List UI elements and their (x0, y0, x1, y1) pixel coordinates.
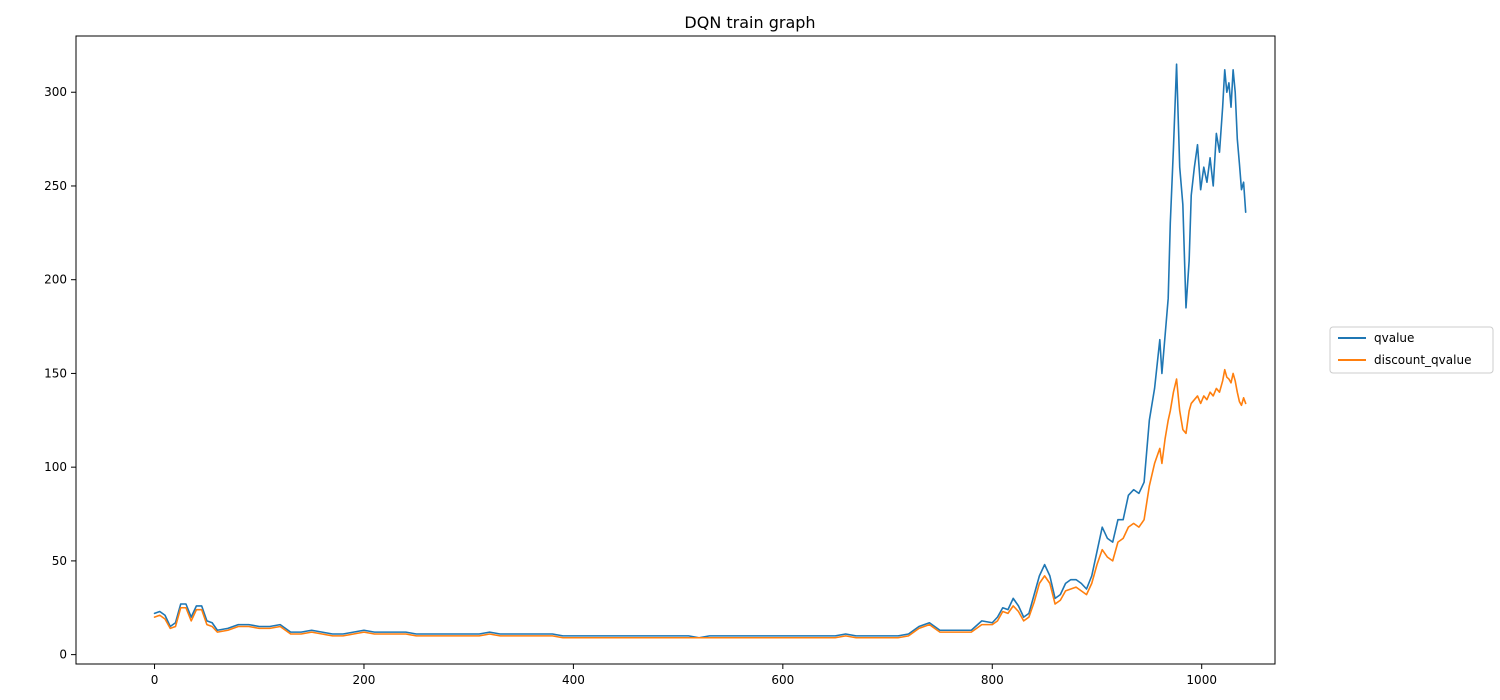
y-tick-label: 150 (44, 366, 67, 380)
series-line-qvalue (153, 63, 1247, 639)
chart-title: DQN train graph (684, 13, 815, 32)
series-line-discount-qvalue (153, 368, 1247, 639)
x-tick-label: 0 (151, 673, 159, 687)
y-tick-label: 100 (44, 460, 67, 474)
legend: qvalue discount_qvalue (1329, 326, 1494, 374)
legend-label-discount-qvalue: discount_qvalue (1374, 353, 1471, 367)
plot-area (75, 35, 1276, 665)
x-tick-label: 400 (562, 673, 585, 687)
y-tick-label: 300 (44, 85, 67, 99)
series-layer (153, 63, 1247, 639)
y-tick-label: 250 (44, 179, 67, 193)
y-tick-label: 200 (44, 273, 67, 287)
x-tick-label: 800 (981, 673, 1004, 687)
y-tick-label: 50 (52, 554, 67, 568)
legend-box (1329, 326, 1494, 374)
x-tick-label: 600 (771, 673, 794, 687)
x-tick-label: 200 (353, 673, 376, 687)
y-tick-label: 0 (59, 648, 67, 662)
x-tick-label: 1000 (1186, 673, 1217, 687)
legend-label-qvalue: qvalue (1374, 331, 1414, 345)
axes-frame (75, 35, 1276, 665)
y-axis: 0 50 100 150 200 250 300 (44, 85, 76, 662)
x-axis: 0 200 400 600 800 1000 (151, 664, 1217, 687)
